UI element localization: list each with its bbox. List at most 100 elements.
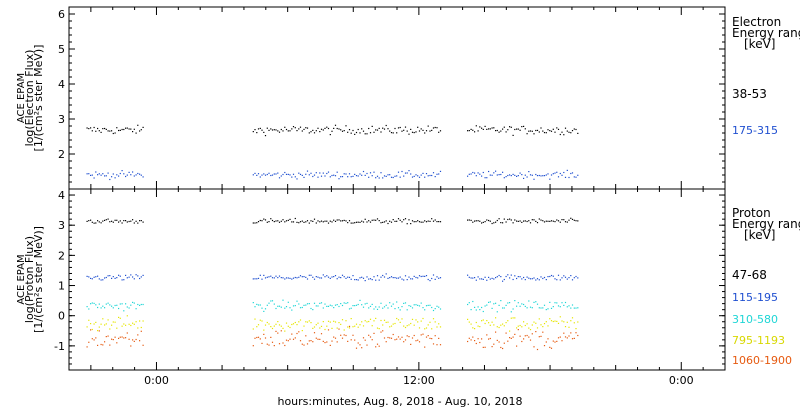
data-point <box>413 132 415 134</box>
data-point <box>431 129 433 131</box>
data-point <box>496 276 498 278</box>
data-point <box>550 307 553 309</box>
data-point <box>512 278 514 281</box>
data-point <box>474 340 476 342</box>
data-point <box>438 131 440 133</box>
data-point <box>387 222 389 225</box>
data-point <box>563 219 565 221</box>
data-point <box>559 279 561 281</box>
data-point <box>415 304 417 306</box>
data-point <box>284 126 286 128</box>
data-point <box>357 342 359 344</box>
data-point <box>470 173 472 175</box>
data-point <box>406 172 408 174</box>
data-point <box>338 178 340 180</box>
y-tick-label: -1 <box>54 340 65 353</box>
data-point <box>326 305 328 307</box>
data-point <box>277 332 279 334</box>
data-point <box>519 335 521 337</box>
data-point <box>91 174 93 176</box>
data-point <box>496 311 498 313</box>
data-point <box>482 221 484 223</box>
data-point <box>273 221 275 223</box>
data-point <box>505 275 507 278</box>
data-point <box>334 275 337 277</box>
data-point <box>331 276 333 278</box>
data-point <box>540 324 542 326</box>
data-point <box>404 218 407 220</box>
data-point <box>284 221 286 223</box>
data-point <box>475 220 477 222</box>
data-point <box>252 345 254 347</box>
data-point <box>266 343 268 345</box>
data-point <box>521 303 523 305</box>
data-point <box>93 323 95 325</box>
data-point <box>432 343 435 345</box>
data-point <box>343 276 345 278</box>
data-point <box>268 344 270 346</box>
data-point <box>438 277 440 279</box>
data-point <box>493 172 495 174</box>
data-point <box>322 129 324 131</box>
data-point <box>315 172 317 174</box>
data-point <box>573 277 575 279</box>
data-point <box>557 322 560 324</box>
data-point <box>340 303 342 305</box>
data-point <box>361 220 363 222</box>
data-point <box>366 276 368 278</box>
data-point <box>517 276 519 278</box>
data-point <box>137 172 139 175</box>
data-point <box>268 302 270 304</box>
data-point <box>538 131 540 133</box>
data-point <box>125 274 127 276</box>
data-point <box>413 275 415 277</box>
data-point <box>329 277 331 279</box>
data-point <box>114 177 116 179</box>
data-point <box>502 347 504 350</box>
data-point <box>547 220 549 222</box>
data-point <box>270 336 272 338</box>
data-point <box>408 336 410 338</box>
data-point <box>545 132 547 134</box>
data-point <box>261 278 263 280</box>
data-point <box>403 325 405 327</box>
data-point <box>477 306 479 308</box>
series-175-315 <box>86 169 579 181</box>
data-point <box>516 277 518 280</box>
data-point <box>383 337 386 339</box>
data-point <box>401 170 403 173</box>
data-point <box>310 131 312 133</box>
data-point <box>306 278 309 280</box>
data-point <box>404 326 407 329</box>
data-point <box>438 306 440 308</box>
data-point <box>571 317 574 319</box>
data-point <box>133 278 135 280</box>
data-point <box>554 302 556 304</box>
data-point <box>298 321 300 323</box>
data-point <box>334 321 337 323</box>
data-point <box>366 321 368 323</box>
data-point <box>364 174 366 176</box>
data-point <box>277 220 279 222</box>
data-point <box>296 300 298 302</box>
data-point <box>277 172 279 174</box>
data-point <box>354 279 356 281</box>
data-point <box>369 132 372 134</box>
data-point <box>331 327 333 329</box>
data-point <box>331 174 333 177</box>
data-point <box>324 342 326 344</box>
data-point <box>411 131 414 133</box>
data-point <box>432 318 435 320</box>
data-point <box>467 274 469 276</box>
data-point <box>556 219 558 221</box>
data-point <box>563 304 565 306</box>
data-point <box>396 338 398 340</box>
data-point <box>102 128 104 130</box>
data-point <box>357 221 359 223</box>
data-point <box>489 301 491 303</box>
data-point <box>438 337 440 339</box>
data-point <box>472 171 474 174</box>
y-tick-label: 3 <box>58 219 65 232</box>
data-point <box>382 127 384 129</box>
data-point <box>298 222 300 224</box>
